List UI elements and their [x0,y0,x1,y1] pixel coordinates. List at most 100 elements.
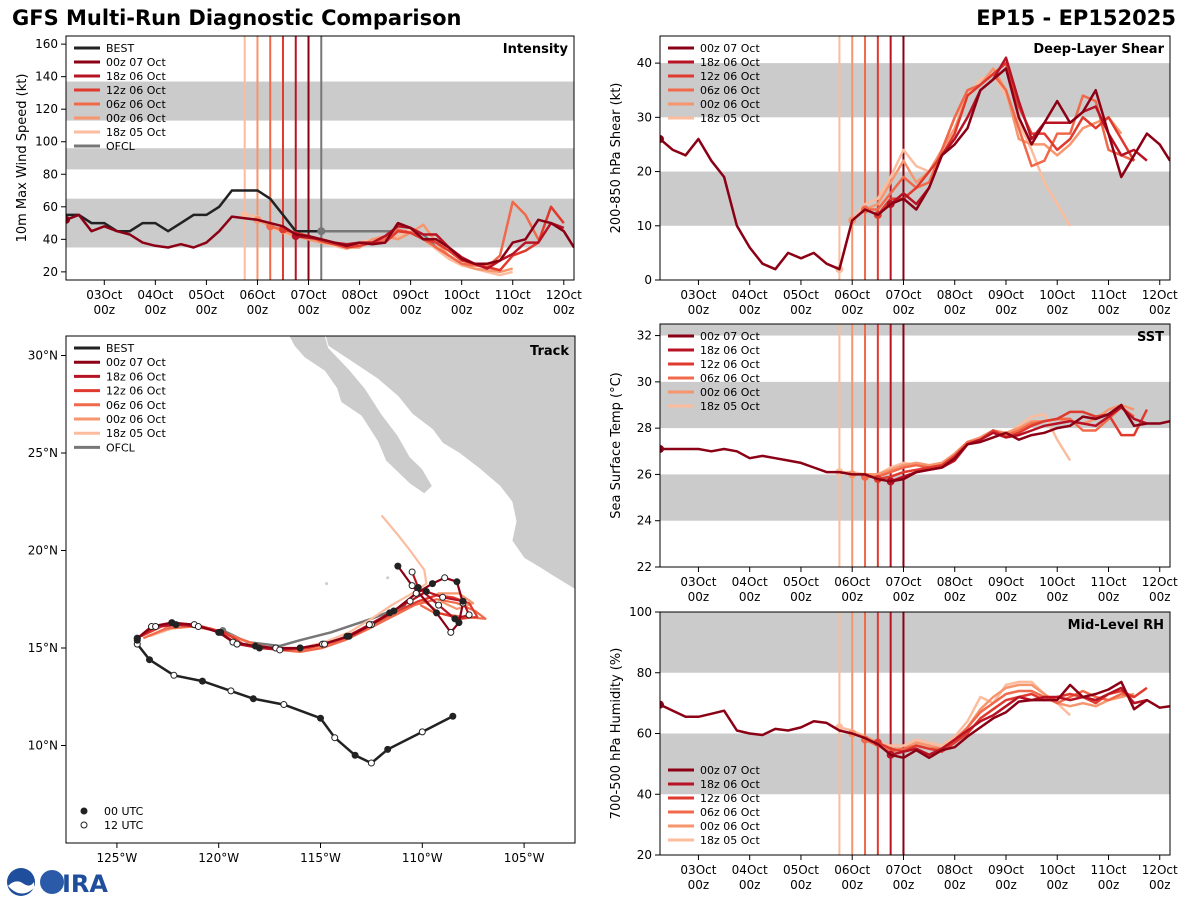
sst-chart: 22242628303203Oct00z04Oct00z05Oct00z06Oc… [609,323,1178,604]
x-tick-sublabel: 00z [196,303,218,317]
y-tick-label: 20°N [28,544,58,558]
x-tick-sublabel: 00z [688,590,710,604]
track-marker-12utc [408,582,416,590]
x-tick-sublabel: 00z [1149,590,1171,604]
x-tick-label: 07Oct [885,863,921,877]
x-tick-label: 09Oct [988,575,1024,589]
x-tick-label: 03Oct [680,575,716,589]
plot-frame [659,323,1171,568]
legend-label: 06z 06 Oct [700,84,760,97]
x-tick-sublabel: 00z [1098,303,1120,317]
track-marker-12utc [439,593,447,601]
y-tick-label: 60 [637,727,652,741]
island [325,582,329,586]
x-tick-sublabel: 00z [1098,878,1120,892]
series-line [864,689,1135,753]
legend-label: 18z 05 Oct [700,834,760,847]
x-tick-sublabel: 00z [94,303,116,317]
y-tick-label: 10°N [28,739,58,753]
x-tick-label: 110°W [402,851,443,865]
x-tick-sublabel: 00z [790,878,812,892]
x-tick-label: 09Oct [988,288,1024,302]
x-tick-label: 06Oct [239,288,275,302]
x-tick-sublabel: 00z [995,590,1017,604]
x-tick-sublabel: 00z [1046,303,1068,317]
track-marker-00utc [172,621,180,629]
x-tick-label: 12Oct [1142,288,1178,302]
y-tick-label: 22 [637,560,652,574]
y-tick-label: 100 [629,605,652,619]
track-marker-12utc [365,621,373,629]
track-marker-00utc [351,751,359,759]
legend-label: BEST [106,42,134,55]
x-tick-label: 07Oct [885,575,921,589]
y-tick-label: 160 [35,37,58,51]
x-tick-label: 120°W [198,851,239,865]
x-tick-label: 09Oct [393,288,429,302]
x-tick-sublabel: 00z [944,590,966,604]
x-tick-sublabel: 00z [553,303,575,317]
y-tick-label: 10 [637,219,652,233]
x-tick-label: 05Oct [188,288,224,302]
legend-label: 12z 06 Oct [700,792,760,805]
panel-title: Deep-Layer Shear [1033,42,1164,57]
series-start-marker [660,135,664,144]
x-tick-label: 12Oct [1142,575,1178,589]
model-track [149,514,428,651]
series-start-marker [660,700,664,709]
x-tick-label: 11Oct [1090,863,1126,877]
shade-band [660,324,1170,336]
track-marker-00utc [394,562,402,570]
x-tick-sublabel: 00z [790,303,812,317]
legend-label: 06z 06 Oct [106,399,166,412]
legend-label: 12z 06 Oct [700,358,760,371]
noaa-cira-logo: IRA [7,868,108,898]
track-marker-00utc [296,644,304,652]
plot-area [66,36,574,280]
track-marker-12utc [276,646,284,654]
track-marker-12utc [406,597,414,605]
x-tick-sublabel: 00z [247,303,269,317]
panel-title: Track [530,344,569,359]
legend-label: 18z 06 Oct [106,370,166,383]
y-tick-label: 80 [637,666,652,680]
map-area [133,336,575,767]
x-tick-sublabel: 00z [1149,303,1171,317]
y-tick-label: 100 [35,135,58,149]
marker-legend-00utc [80,807,88,815]
x-tick-sublabel: 00z [739,303,761,317]
track-marker-12utc [412,589,420,597]
x-tick-label: 07Oct [885,288,921,302]
x-tick-label: 10Oct [1039,863,1075,877]
x-tick-label: 04Oct [732,288,768,302]
x-tick-label: 09Oct [988,863,1024,877]
track-marker-00utc [198,677,206,685]
shade-band [66,148,574,170]
track-marker-00utc [255,644,263,652]
x-tick-sublabel: 00z [1098,590,1120,604]
legend-label: 00z 07 Oct [700,330,760,343]
x-tick-label: 125°W [97,851,138,865]
x-tick-label: 05Oct [783,863,819,877]
track-marker-00utc [451,615,459,623]
x-tick-label: 115°W [300,851,341,865]
track-marker-00utc [145,656,153,664]
x-tick-label: 08Oct [937,863,973,877]
x-tick-sublabel: 00z [841,303,863,317]
track-marker-00utc [414,584,422,592]
series-line [877,686,1148,753]
track-marker-00utc [217,628,225,636]
land-baja [288,336,434,495]
track-marker-12utc [367,759,375,767]
legend-label: 18z 06 Oct [700,56,760,69]
y-tick-label: 30°N [28,349,58,363]
x-tick-sublabel: 00z [1046,878,1068,892]
x-tick-label: 08Oct [937,575,973,589]
panel-title: Mid-Level RH [1068,618,1164,633]
cira-emblem [40,870,64,894]
x-tick-label: 12Oct [546,288,582,302]
y-tick-label: 120 [35,102,58,116]
y-tick-label: 20 [637,165,652,179]
legend-label: 18z 05 Oct [106,126,166,139]
x-tick-sublabel: 00z [1046,590,1068,604]
